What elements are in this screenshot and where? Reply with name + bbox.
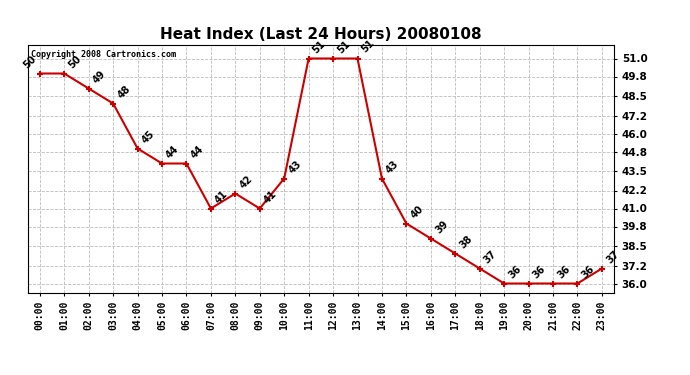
Text: 50: 50 xyxy=(67,54,83,70)
Text: 51: 51 xyxy=(335,39,352,56)
Text: 41: 41 xyxy=(213,189,230,206)
Text: 43: 43 xyxy=(286,159,303,176)
Text: 42: 42 xyxy=(238,174,255,190)
Text: 44: 44 xyxy=(189,144,206,160)
Text: 38: 38 xyxy=(457,234,475,250)
Text: 48: 48 xyxy=(116,84,132,100)
Text: 39: 39 xyxy=(433,219,450,236)
Title: Heat Index (Last 24 Hours) 20080108: Heat Index (Last 24 Hours) 20080108 xyxy=(160,27,482,42)
Text: 40: 40 xyxy=(408,204,426,220)
Text: 49: 49 xyxy=(91,69,108,86)
Text: 36: 36 xyxy=(506,264,523,280)
Text: 51: 51 xyxy=(360,38,377,55)
Text: 50: 50 xyxy=(22,54,39,70)
Text: 36: 36 xyxy=(580,264,596,280)
Text: 51: 51 xyxy=(311,39,328,56)
Text: 37: 37 xyxy=(482,249,499,266)
Text: 36: 36 xyxy=(555,264,572,280)
Text: 36: 36 xyxy=(531,264,548,280)
Text: Copyright 2008 Cartronics.com: Copyright 2008 Cartronics.com xyxy=(30,50,175,59)
Text: 37: 37 xyxy=(604,249,621,266)
Text: 45: 45 xyxy=(140,129,157,146)
Text: 44: 44 xyxy=(164,144,181,160)
Text: 41: 41 xyxy=(262,189,279,206)
Text: 43: 43 xyxy=(384,159,401,176)
